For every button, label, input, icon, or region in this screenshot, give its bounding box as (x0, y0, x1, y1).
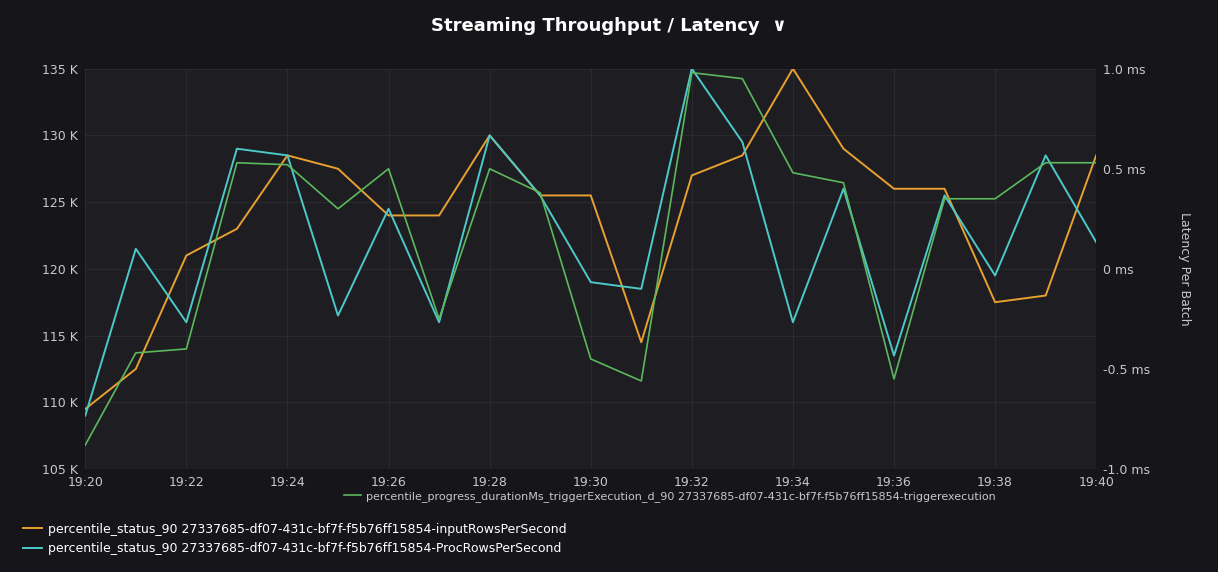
Legend: percentile_progress_durationMs_triggerExecution_d_90 27337685-df07-431c-bf7f-f5b: percentile_progress_durationMs_triggerEx… (340, 487, 1000, 506)
Y-axis label: Latency Per Batch: Latency Per Batch (1178, 212, 1191, 325)
Legend: percentile_status_90 27337685-df07-431c-bf7f-f5b76ff15854-inputRowsPerSecond, pe: percentile_status_90 27337685-df07-431c-… (18, 518, 572, 560)
Text: Streaming Throughput / Latency  ∨: Streaming Throughput / Latency ∨ (431, 17, 787, 35)
